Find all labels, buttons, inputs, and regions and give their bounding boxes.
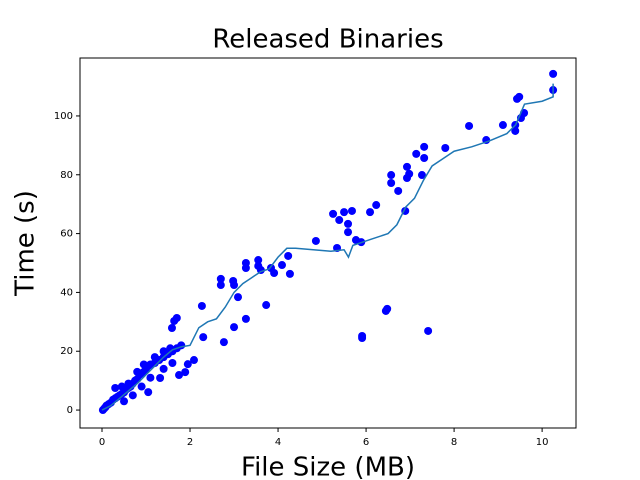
scatter-point xyxy=(270,269,279,277)
y-tick-label: 20 xyxy=(60,346,73,357)
scatter-point xyxy=(515,92,524,101)
scatter-point xyxy=(344,228,353,237)
scatter-point xyxy=(144,388,153,397)
scatter-point xyxy=(366,208,375,217)
scatter-point xyxy=(139,360,148,369)
scatter-point xyxy=(137,382,146,391)
x-tick-label: 10 xyxy=(536,437,549,448)
scatter-point xyxy=(254,256,263,265)
scatter-point xyxy=(498,121,507,130)
chart-title: Released Binaries xyxy=(212,25,443,55)
scatter-point xyxy=(387,179,396,187)
scatter-point xyxy=(549,69,558,78)
y-axis-label: Time (s) xyxy=(11,190,41,297)
scatter-point xyxy=(181,368,190,377)
y-tick-label: 0 xyxy=(67,405,73,416)
scatter-point xyxy=(358,334,367,342)
scatter-point xyxy=(402,162,411,171)
scatter-point xyxy=(216,274,225,283)
scatter-point xyxy=(175,371,184,380)
scatter-point xyxy=(199,333,208,342)
scatter-point xyxy=(216,281,225,290)
scatter-point xyxy=(347,206,356,215)
y-tick-label: 60 xyxy=(60,229,73,240)
scatter-point xyxy=(183,360,192,369)
scatter-point xyxy=(284,251,293,260)
scatter-point xyxy=(465,121,474,130)
scatter-point xyxy=(394,186,403,195)
scatter-point xyxy=(128,391,137,400)
scatter-point xyxy=(372,201,381,210)
scatter-point xyxy=(241,314,250,323)
scatter-point xyxy=(159,347,168,356)
scatter-point xyxy=(150,353,159,362)
scatter-point xyxy=(124,379,133,388)
scatter-point xyxy=(189,356,198,365)
x-tick-label: 6 xyxy=(363,437,369,448)
scatter-point xyxy=(285,269,294,278)
scatter-point xyxy=(381,306,390,315)
scatter-point xyxy=(329,209,338,218)
y-tick-label: 40 xyxy=(60,287,73,298)
scatter-point xyxy=(340,208,349,217)
scatter-point xyxy=(230,323,239,332)
y-tick-label: 80 xyxy=(60,170,73,181)
scatter-point xyxy=(111,384,120,392)
y-tick-label: 100 xyxy=(54,111,73,122)
x-tick-label: 4 xyxy=(275,437,281,448)
scatter-point xyxy=(441,144,450,152)
scatter-point xyxy=(241,264,250,272)
x-tick-label: 8 xyxy=(451,437,457,448)
scatter-point xyxy=(262,301,271,310)
scatter-point xyxy=(233,293,242,302)
scatter-point xyxy=(278,261,287,270)
scatter-point xyxy=(311,236,320,245)
scatter-point xyxy=(117,382,126,391)
scatter-point xyxy=(387,171,396,180)
x-tick-label: 0 xyxy=(99,437,105,448)
x-axis-label: File Size (MB) xyxy=(241,453,415,480)
scatter-point xyxy=(170,316,179,325)
plot-frame xyxy=(79,57,577,429)
scatter-point xyxy=(133,367,142,376)
scatter-point xyxy=(168,359,177,367)
scatter-point xyxy=(424,326,433,335)
scatter-point xyxy=(197,301,206,310)
scatter-point xyxy=(219,338,228,347)
scatter-point xyxy=(229,276,238,285)
trend-line xyxy=(101,83,554,411)
scatter-point xyxy=(120,397,129,406)
scatter-point xyxy=(511,126,520,135)
scatter-point xyxy=(146,373,155,382)
scatter-point xyxy=(156,374,165,382)
scatter-point xyxy=(167,324,176,332)
scatter-point xyxy=(417,171,426,180)
scatter-point xyxy=(335,216,344,225)
scatter-point xyxy=(159,364,168,373)
x-tick-label: 2 xyxy=(187,437,193,448)
scatter-point xyxy=(420,154,429,162)
scatter-point xyxy=(402,174,411,182)
scatter-point xyxy=(344,219,353,228)
scatter-point xyxy=(420,142,429,151)
scatter-point xyxy=(412,149,421,158)
